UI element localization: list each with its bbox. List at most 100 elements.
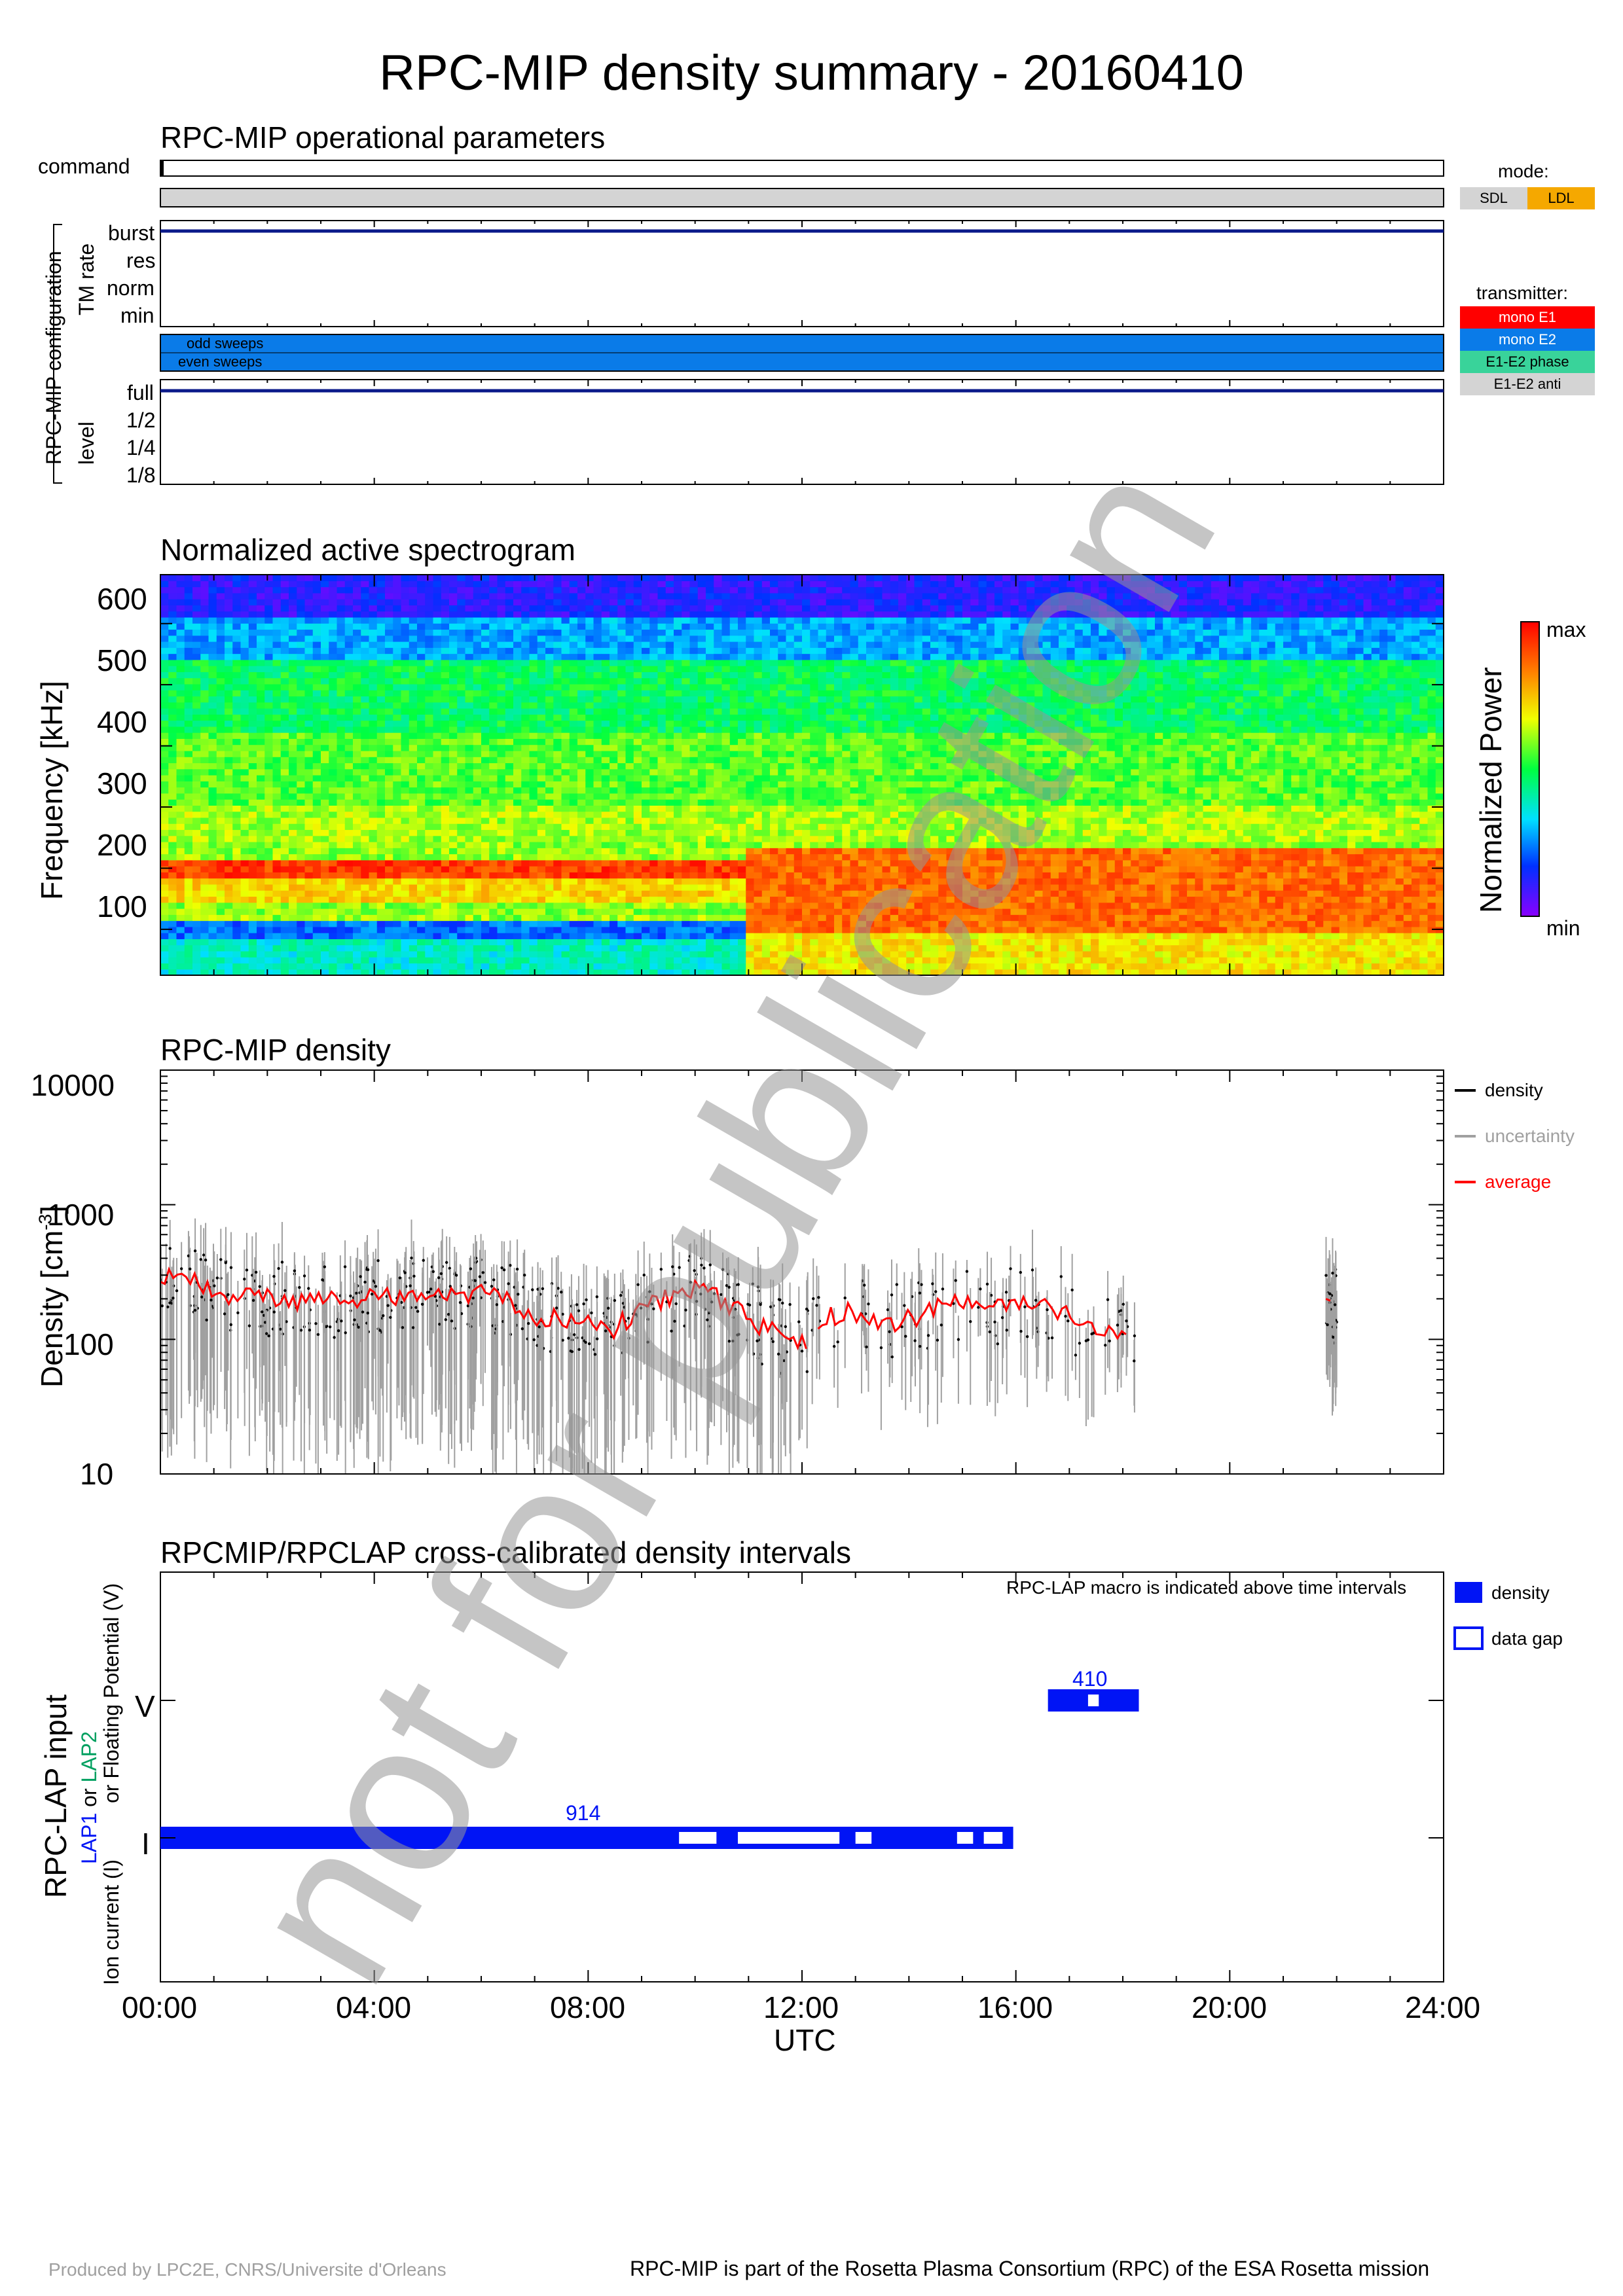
spectro-cell xyxy=(569,672,578,679)
spectro-cell xyxy=(521,805,530,812)
spectro-cell xyxy=(329,781,338,788)
spectro-cell xyxy=(297,963,306,970)
spectro-cell xyxy=(361,787,370,794)
spectro-cell xyxy=(577,629,586,636)
spectro-cell xyxy=(401,799,410,806)
spectro-cell xyxy=(329,853,338,861)
spectro-cell xyxy=(569,817,578,824)
spectro-cell xyxy=(393,920,402,927)
spectro-cell xyxy=(441,666,450,672)
spectro-cell xyxy=(441,738,450,745)
spectro-cell xyxy=(401,708,410,715)
spectro-cell xyxy=(473,793,482,800)
spectro-cell xyxy=(160,732,169,739)
spectro-cell xyxy=(232,817,242,824)
spectro-cell xyxy=(385,884,393,891)
spectro-cell xyxy=(738,683,746,691)
spectro-cell xyxy=(216,823,225,831)
spectro-cell xyxy=(545,920,554,927)
spectro-cell xyxy=(738,969,746,975)
spectro-cell xyxy=(593,944,602,952)
spectro-cell xyxy=(457,592,466,600)
spectro-cell xyxy=(289,805,297,812)
spectro-cell xyxy=(441,708,450,715)
spectro-cell xyxy=(489,586,498,594)
spectro-cell xyxy=(417,672,426,679)
spectro-cell xyxy=(289,914,297,922)
spectro-cell xyxy=(561,914,570,922)
spectro-cell xyxy=(240,683,249,691)
spectro-cell xyxy=(321,708,329,715)
spectro-cell xyxy=(337,623,346,630)
spectro-cell xyxy=(425,768,434,776)
spectro-cell xyxy=(505,599,514,605)
spectro-cell xyxy=(682,611,691,618)
spectro-cell xyxy=(385,611,393,618)
spectro-cell xyxy=(257,757,265,764)
spectro-cell xyxy=(184,853,193,861)
spectro-cell xyxy=(385,592,393,600)
spectro-cell xyxy=(425,605,434,612)
spectro-cell xyxy=(746,811,755,818)
spectro-cell xyxy=(465,641,474,648)
spectro-cell xyxy=(168,939,177,946)
spectro-cell xyxy=(738,575,746,581)
spectro-cell xyxy=(248,586,257,594)
spectro-cell xyxy=(746,793,755,800)
spectro-cell xyxy=(376,811,386,818)
spectro-cell xyxy=(264,696,274,703)
spectro-cell xyxy=(385,829,393,836)
spectro-cell xyxy=(706,738,714,745)
spectro-cell xyxy=(225,702,233,709)
spectro-cell xyxy=(297,666,306,672)
spectro-cell xyxy=(449,726,458,733)
spectro-cell xyxy=(457,944,466,952)
spectro-cell xyxy=(192,586,201,594)
spectro-cell xyxy=(160,623,169,630)
spectro-cell xyxy=(682,575,691,581)
spectro-cell xyxy=(160,629,169,636)
spectro-cell xyxy=(329,677,338,685)
spectro-cell xyxy=(176,768,185,776)
spectro-cell xyxy=(553,890,562,897)
spectro-cell xyxy=(385,933,393,939)
spectro-cell xyxy=(369,872,378,879)
spectro-cell xyxy=(353,732,361,739)
spectro-cell xyxy=(280,581,289,588)
spectro-cell xyxy=(376,926,386,933)
spectro-cell xyxy=(184,708,193,715)
spectro-cell xyxy=(369,823,378,831)
spectro-cell xyxy=(216,641,225,648)
spectro-cell xyxy=(312,672,321,679)
spectro-cell xyxy=(706,817,714,824)
spectro-cell xyxy=(714,605,723,612)
spectro-cell xyxy=(337,842,346,848)
spectro-cell xyxy=(248,896,257,903)
spectro-cell xyxy=(521,884,530,891)
spectro-cell xyxy=(289,848,297,855)
spectro-cell xyxy=(441,963,450,970)
spectro-cell xyxy=(553,817,562,824)
spectro-cell xyxy=(665,696,674,703)
spectro-cell xyxy=(714,939,723,946)
spectro-cell xyxy=(729,939,739,946)
spectro-cell xyxy=(657,939,666,946)
spectro-cell xyxy=(329,805,338,812)
spectro-cell xyxy=(505,939,514,946)
spectro-cell xyxy=(369,696,378,703)
spectro-cell xyxy=(513,926,522,933)
spectro-cell xyxy=(272,611,282,618)
spectro-cell xyxy=(257,683,265,691)
spectro-cell xyxy=(657,848,666,855)
spectro-cell xyxy=(697,677,706,685)
spectro-cell xyxy=(697,939,706,946)
spectro-cell xyxy=(481,677,490,685)
spectro-cell xyxy=(714,872,723,879)
spectro-cell xyxy=(385,872,393,879)
spectro-cell xyxy=(505,811,514,818)
spectro-cell xyxy=(633,653,642,660)
spectro-cell xyxy=(689,944,699,952)
spectro-cell xyxy=(577,623,586,630)
spectro-cell xyxy=(272,920,282,927)
spectro-cell xyxy=(577,835,586,842)
